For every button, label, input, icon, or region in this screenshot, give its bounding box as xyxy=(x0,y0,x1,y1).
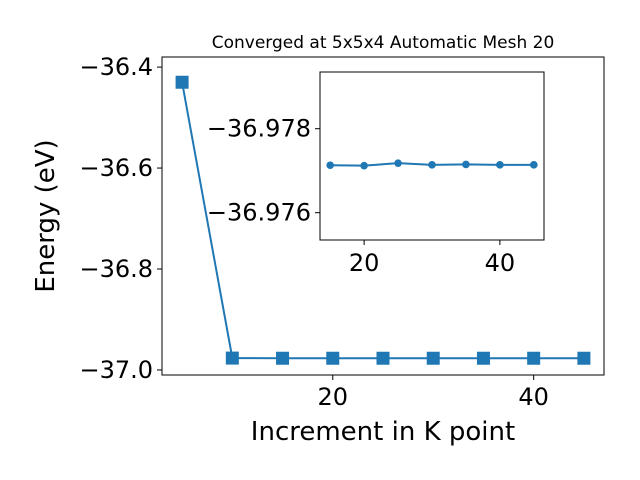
inset-background xyxy=(320,72,544,240)
inset-axes: 20 40 −36.976 −36.978 xyxy=(207,71,545,277)
y-tick-label: −36.8 xyxy=(79,255,153,283)
main-series xyxy=(175,75,591,365)
inset-ticks: 20 40 −36.976 −36.978 xyxy=(207,115,515,277)
inset-data-point xyxy=(326,161,334,170)
x-tick-label: 20 xyxy=(317,383,348,411)
inset-series xyxy=(326,159,538,170)
inset-x-tick-label: 20 xyxy=(349,249,380,277)
data-point xyxy=(175,75,189,89)
inset-data-point xyxy=(462,160,470,169)
inset-data-point xyxy=(360,161,368,170)
y-tick-label: −37.0 xyxy=(79,356,153,384)
y-tick-label: −36.6 xyxy=(79,154,153,182)
inset-data-point xyxy=(428,161,436,169)
inset-data-point xyxy=(496,161,504,169)
y-tick-label: −36.4 xyxy=(79,53,153,81)
inset-data-point xyxy=(394,159,402,167)
data-point xyxy=(426,351,440,365)
data-point xyxy=(476,351,490,365)
data-point xyxy=(276,351,290,365)
chart-title: Converged at 5x5x4 Automatic Mesh 20 xyxy=(212,33,555,53)
inset-y-tick-label: −36.976 xyxy=(207,199,311,227)
data-point xyxy=(577,351,591,365)
data-point xyxy=(527,351,541,365)
data-point xyxy=(225,351,239,365)
inset-y-tick-label: −36.978 xyxy=(207,115,311,143)
data-point xyxy=(326,351,340,365)
y-axis-label: Energy (eV) xyxy=(31,139,61,292)
main-plot-frame xyxy=(161,56,605,376)
x-tick-label: 40 xyxy=(518,383,549,411)
inset-x-tick-label: 40 xyxy=(485,249,516,277)
main-axes: Converged at 5x5x4 Automatic Mesh 20 20 4… xyxy=(31,33,605,447)
inset-plot-frame xyxy=(319,71,545,241)
inset-data-point xyxy=(530,161,538,169)
data-point xyxy=(376,351,390,365)
main-ticks: 20 40 −37.0 −36.8 −36.6 −36.4 xyxy=(79,53,549,411)
x-axis-label: Increment in K point xyxy=(251,417,515,447)
